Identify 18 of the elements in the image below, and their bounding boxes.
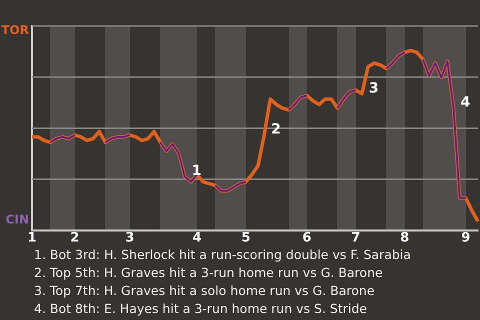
x-tick-label: 3 <box>125 230 134 246</box>
x-tick-label: 7 <box>351 230 360 246</box>
text: CIN <box>6 212 29 227</box>
text: 3. Top 7th: H. Graves hit a solo home run vs G. Barone <box>34 282 376 300</box>
text: 2. Top 5th: H. Graves hit a 3-run home run vs G. Barone <box>34 264 384 282</box>
text: TOR <box>1 23 29 38</box>
text: 1. Bot 3rd: H. Sherlock hit a run-scoring double vs F. Sarabia <box>34 246 412 264</box>
text: 4. Bot 8th: E. Hayes hit a 3-run home run vs S. Stride <box>34 300 368 318</box>
x-tick-label: 8 <box>400 230 410 246</box>
x-tick-label: 5 <box>241 230 250 246</box>
x-tick-label: 1 <box>27 230 37 246</box>
annotation: 2 <box>271 122 281 138</box>
annotation: 3 <box>368 80 379 96</box>
x-tick-label: 4 <box>192 230 202 246</box>
x-tick-label: 9 <box>461 230 470 246</box>
annotation: 4 <box>460 94 471 111</box>
x-tick-label: 6 <box>302 230 312 246</box>
x-tick-label: 2 <box>70 230 80 246</box>
